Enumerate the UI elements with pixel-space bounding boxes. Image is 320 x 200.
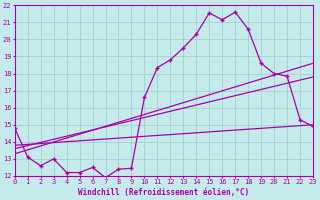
X-axis label: Windchill (Refroidissement éolien,°C): Windchill (Refroidissement éolien,°C)	[78, 188, 249, 197]
